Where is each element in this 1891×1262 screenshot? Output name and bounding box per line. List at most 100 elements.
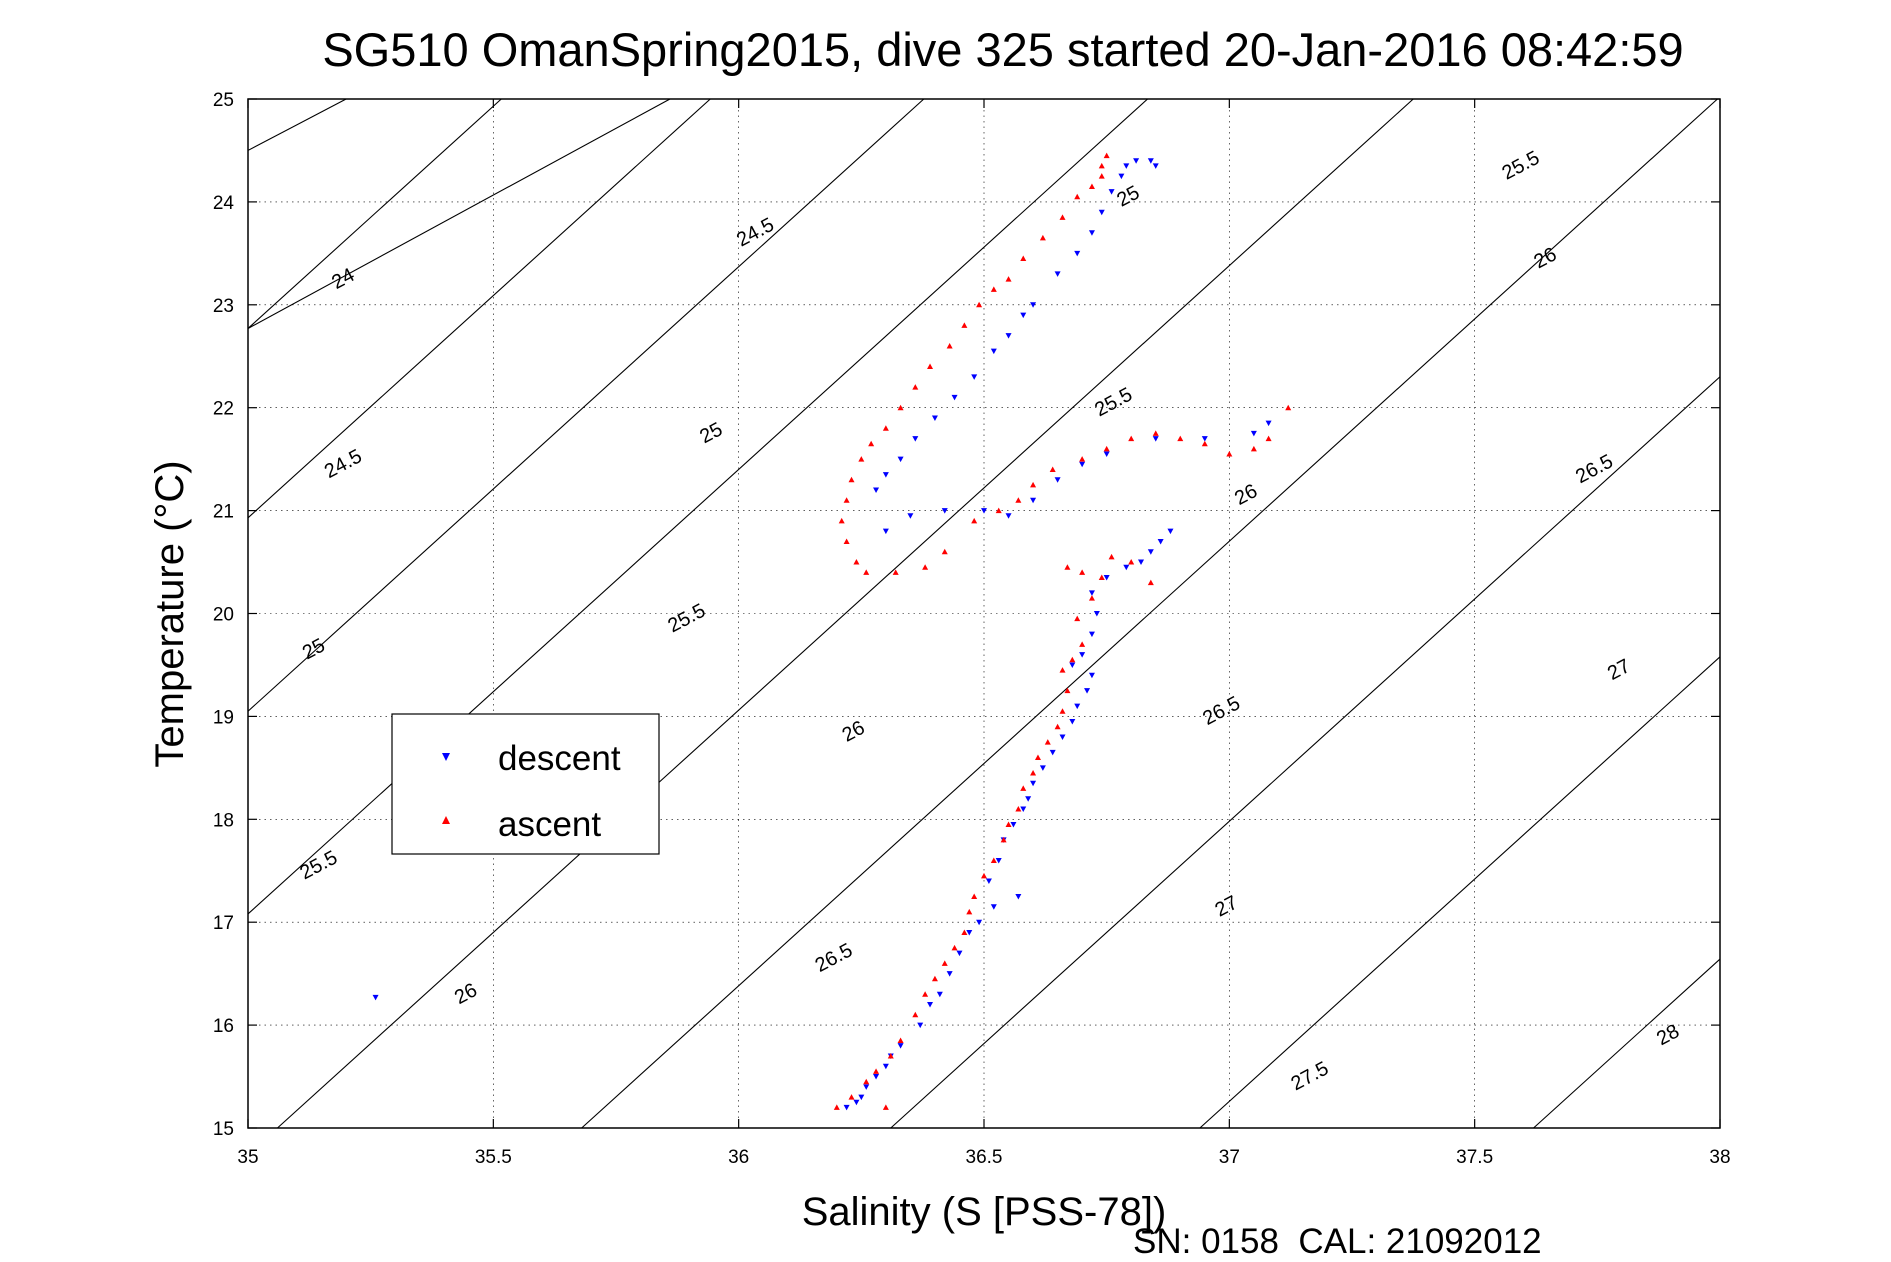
ascent-point	[838, 517, 845, 524]
ascent-point	[1285, 404, 1292, 411]
descent-point	[853, 1099, 860, 1106]
descent-point	[1152, 163, 1159, 169]
descent-point	[1250, 430, 1257, 437]
ascent-point	[976, 301, 983, 308]
descent-point	[936, 991, 943, 998]
ascent-point	[1128, 559, 1135, 565]
descent-point	[1079, 461, 1086, 468]
y-tick-label: 22	[213, 399, 234, 420]
x-tick-label: 35.5	[475, 1147, 512, 1168]
descent-point	[1054, 271, 1061, 277]
ascent-point	[912, 384, 919, 390]
descent-point	[917, 1022, 924, 1029]
descent-point	[1201, 436, 1208, 442]
ascent-point	[971, 517, 978, 524]
legend-ascent-label: ascent	[498, 805, 601, 844]
ascent-point	[946, 342, 953, 349]
ascent-point	[1098, 173, 1105, 179]
descent-point	[1010, 821, 1017, 828]
descent-point	[956, 950, 963, 957]
ascent-point	[1079, 456, 1086, 462]
descent-point	[1123, 564, 1130, 571]
descent-point	[931, 415, 938, 421]
isopycnal-23-5	[247, 98, 347, 151]
descent-point	[1030, 302, 1037, 308]
ascent-point	[1054, 723, 1061, 730]
descent-point	[1123, 163, 1130, 169]
descent-point	[843, 1104, 850, 1111]
y-tick-label: 17	[213, 913, 234, 934]
descent-point	[1118, 173, 1125, 180]
ascent-point	[1079, 641, 1086, 647]
ascent-point	[922, 564, 929, 570]
x-tick-label: 38	[1709, 1147, 1730, 1168]
descent-point	[907, 513, 914, 519]
descent-point	[1147, 549, 1154, 555]
descent-point	[873, 487, 880, 494]
ascent-point	[882, 425, 889, 431]
ascent-point	[1128, 435, 1135, 442]
descent-point	[372, 994, 379, 1001]
ascent-point	[1039, 234, 1046, 241]
data-points	[372, 152, 1292, 1111]
descent-point	[882, 1063, 889, 1070]
descent-point	[990, 348, 997, 355]
ascent-point	[1088, 183, 1095, 189]
descent-point	[1074, 703, 1081, 710]
ascent-point	[931, 975, 938, 982]
isopycnal-28	[1533, 958, 1721, 1129]
legend-ascent-marker	[442, 816, 450, 824]
ascent-point	[863, 569, 870, 575]
ascent-point	[995, 507, 1002, 514]
isopycnal-27-5	[1199, 656, 1721, 1129]
descent-point	[1030, 780, 1037, 787]
descent-point	[1265, 420, 1272, 427]
descent-point	[1088, 672, 1095, 679]
ascent-point	[1250, 445, 1257, 452]
descent-point	[1088, 230, 1095, 236]
ascent-point	[990, 857, 997, 863]
descent-point	[897, 456, 904, 463]
ascent-point	[1020, 255, 1027, 261]
ascent-point	[1005, 276, 1012, 282]
ascent-point	[1074, 615, 1081, 622]
ascent-point	[833, 1104, 840, 1110]
isopycnal-27	[890, 376, 1721, 1129]
ascent-point	[966, 908, 973, 915]
y-tick-label: 21	[213, 502, 234, 523]
isopycnal-25	[247, 98, 925, 712]
y-tick-label: 20	[213, 605, 234, 626]
y-tick-label: 23	[213, 296, 234, 317]
ascent-point	[912, 1011, 919, 1018]
x-axis-title: Salinity (S [PSS-78])	[802, 1190, 1167, 1234]
legend-box	[391, 713, 660, 855]
ascent-point	[853, 559, 860, 565]
ascent-point	[1103, 445, 1110, 452]
ascent-point	[887, 1052, 894, 1059]
ascent-point	[1108, 553, 1115, 560]
y-tick-label: 25	[213, 90, 234, 111]
descent-point	[995, 857, 1002, 864]
ascent-point	[1074, 193, 1081, 200]
descent-point	[971, 374, 978, 380]
descent-point	[1133, 158, 1140, 164]
ascent-point	[1015, 497, 1022, 503]
isopycnal-24-upper	[247, 98, 671, 329]
ascent-point	[1059, 667, 1066, 673]
descent-point	[1103, 574, 1110, 581]
ascent-point	[981, 872, 987, 879]
descent-point	[966, 929, 973, 936]
ascent-point	[892, 569, 899, 575]
legend: descent ascent	[391, 713, 660, 855]
density-contours	[247, 98, 1721, 1129]
descent-point	[882, 528, 889, 535]
ascent-point	[843, 497, 850, 503]
descent-point	[1005, 333, 1012, 339]
ascent-point	[1064, 687, 1071, 694]
ascent-point	[843, 538, 850, 544]
descent-point	[976, 919, 983, 926]
y-axis-title: Temperature (°C)	[148, 460, 192, 767]
y-tick-label: 19	[213, 707, 234, 728]
